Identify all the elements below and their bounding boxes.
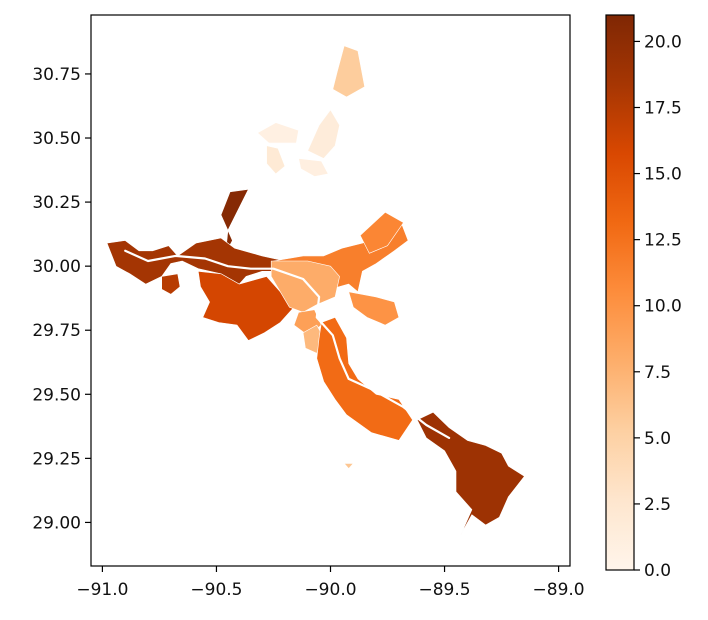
map-region-8 — [197, 271, 295, 341]
colorbar-tick-label: 12.5 — [644, 231, 682, 251]
river-line — [124, 249, 451, 439]
x-tick-label: −90.5 — [190, 580, 242, 600]
x-tick-label: −90.0 — [304, 580, 356, 600]
colorbar-tick-label: 5.0 — [644, 429, 671, 449]
colorbar-tick-label: 10.0 — [644, 297, 682, 317]
colorbar-frame — [605, 14, 635, 571]
y-axis: 29.00 29.25 29.50 29.75 30.00 30.25 30.50 30.75 — [32, 65, 91, 533]
x-tick-label: −89.5 — [418, 580, 470, 600]
colorbar-tick-label: 17.5 — [644, 99, 682, 119]
colorbar-tick-label: 20.0 — [644, 32, 682, 52]
colorbar-gradient — [606, 15, 634, 570]
x-tick-label: −89.0 — [533, 580, 585, 600]
colorbar-tick-label: 7.5 — [644, 363, 671, 383]
map-region-1 — [307, 109, 340, 159]
map-region-7 — [161, 273, 181, 295]
y-tick-label: 30.50 — [32, 129, 81, 149]
colorbar: 0.0 2.5 5.0 7.5 10.0 12.5 15.0 17.5 20.0 — [605, 14, 682, 581]
y-tick-label: 29.75 — [32, 321, 81, 341]
map-region-6 — [106, 237, 286, 285]
map-plot-area — [90, 14, 571, 567]
map-region-14 — [348, 291, 400, 326]
map-region-4 — [298, 158, 329, 177]
colorbar-tick-label: 15.0 — [644, 165, 682, 185]
map-region-3 — [266, 145, 286, 175]
y-tick-label: 29.50 — [32, 385, 81, 405]
y-tick-label: 30.25 — [32, 193, 81, 213]
colorbar-tick-label: 2.5 — [644, 495, 671, 515]
map-region-17 — [343, 463, 354, 469]
map-region-16 — [416, 411, 525, 536]
y-tick-label: 29.25 — [32, 449, 81, 469]
map-region-10 — [359, 212, 404, 254]
map-region-0 — [332, 45, 365, 98]
y-tick-label: 29.00 — [32, 513, 81, 533]
colorbar-tick-label: 0.0 — [644, 561, 671, 581]
x-axis: −91.0 −90.5 −90.0 −89.5 −89.0 — [76, 566, 585, 600]
y-tick-label: 30.75 — [32, 65, 81, 85]
x-tick-label: −91.0 — [76, 580, 128, 600]
map-region-2 — [257, 122, 299, 144]
y-tick-label: 30.00 — [32, 257, 81, 277]
map-region-15 — [316, 317, 413, 441]
